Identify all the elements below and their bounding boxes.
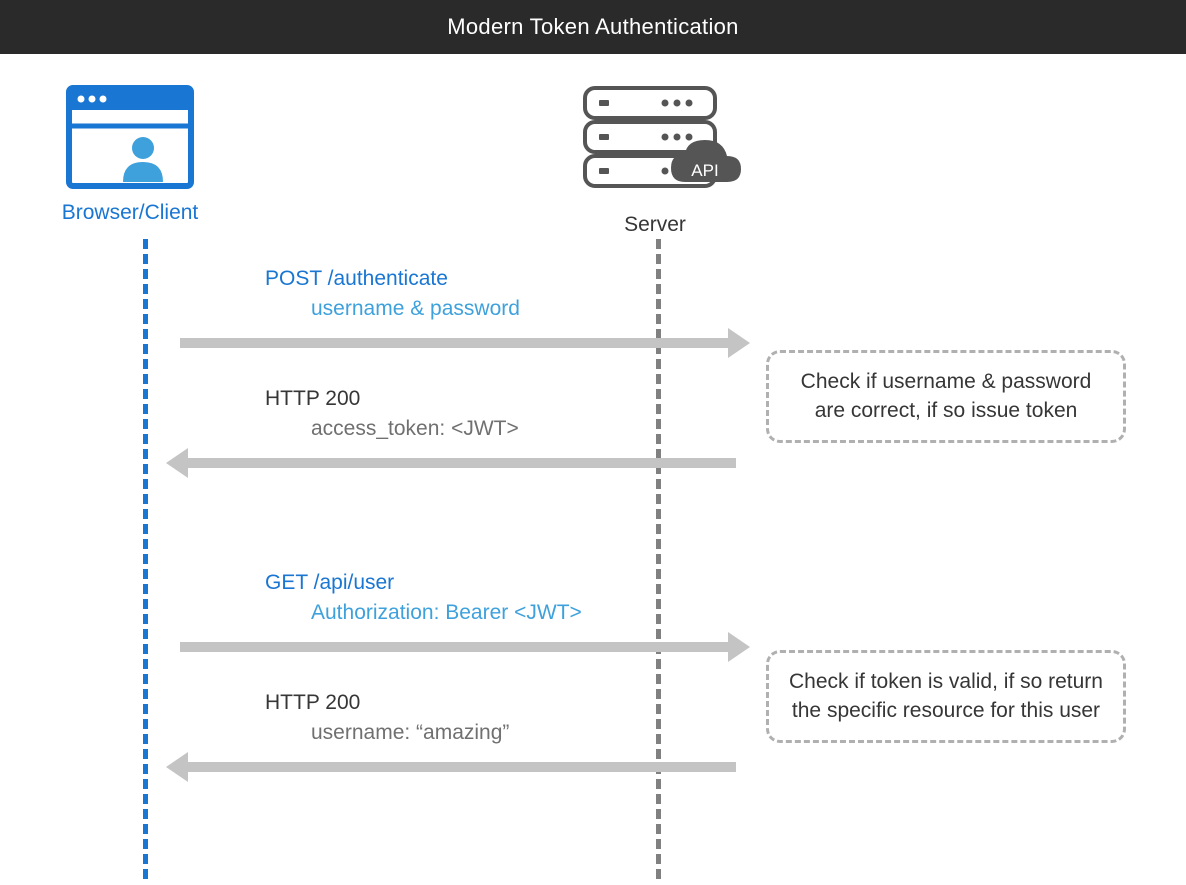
message-3-sub: Authorization: Bearer <JWT> (265, 598, 582, 628)
actor-server-label: Server (555, 213, 755, 237)
browser-icon (65, 84, 195, 190)
message-1-arrow (180, 338, 736, 348)
message-4-title: HTTP 200 (265, 688, 509, 718)
arrow-head-right-icon (728, 328, 750, 358)
arrow-head-left-icon (166, 752, 188, 782)
message-3-text: GET /api/user Authorization: Bearer <JWT… (265, 568, 582, 629)
note-1-text: Check if username & password are correct… (801, 370, 1092, 422)
lifeline-client (143, 239, 148, 879)
message-1-text: POST /authenticate username & password (265, 264, 520, 325)
note-2: Check if token is valid, if so return th… (766, 650, 1126, 743)
actor-server: API Server (555, 84, 755, 237)
note-1: Check if username & password are correct… (766, 350, 1126, 443)
header-bar: Modern Token Authentication (0, 0, 1186, 54)
message-2-sub: access_token: <JWT> (265, 414, 519, 444)
sequence-diagram: Browser/Client API Ser (0, 54, 1186, 885)
server-icon: API (565, 84, 745, 202)
message-4-arrow (180, 762, 736, 772)
actor-client-label: Browser/Client (40, 201, 220, 225)
message-2-arrow (180, 458, 736, 468)
message-1-sub: username & password (265, 294, 520, 324)
message-2-title: HTTP 200 (265, 384, 519, 414)
header-title: Modern Token Authentication (447, 14, 738, 40)
api-cloud-icon: API (671, 140, 741, 182)
message-3-arrow (180, 642, 736, 652)
message-1-title: POST /authenticate (265, 264, 520, 294)
svg-text:API: API (691, 161, 718, 180)
message-4-text: HTTP 200 username: “amazing” (265, 688, 509, 749)
arrow-head-left-icon (166, 448, 188, 478)
message-4-sub: username: “amazing” (265, 718, 509, 748)
arrow-head-right-icon (728, 632, 750, 662)
actor-client: Browser/Client (40, 84, 220, 225)
lifeline-server (656, 239, 661, 879)
message-3-title: GET /api/user (265, 568, 582, 598)
message-2-text: HTTP 200 access_token: <JWT> (265, 384, 519, 445)
note-2-text: Check if token is valid, if so return th… (789, 670, 1103, 722)
